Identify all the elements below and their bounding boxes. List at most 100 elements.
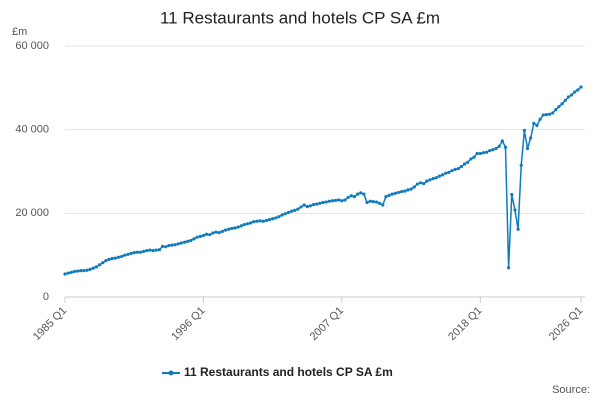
x-tick-label: 2026 Q1 bbox=[547, 305, 585, 343]
point bbox=[283, 212, 287, 216]
point bbox=[481, 151, 486, 155]
line bbox=[64, 86, 582, 275]
point bbox=[110, 256, 114, 261]
point bbox=[418, 181, 423, 185]
point bbox=[431, 177, 435, 181]
point bbox=[544, 113, 548, 117]
point bbox=[72, 269, 77, 274]
point bbox=[494, 146, 498, 151]
point bbox=[264, 218, 268, 223]
point bbox=[308, 204, 313, 208]
point bbox=[362, 192, 366, 196]
point bbox=[566, 95, 571, 99]
point bbox=[374, 200, 379, 204]
point bbox=[503, 145, 508, 149]
point bbox=[195, 235, 199, 239]
point bbox=[462, 162, 467, 166]
point bbox=[406, 188, 410, 192]
point bbox=[318, 201, 322, 205]
point bbox=[271, 217, 275, 221]
point bbox=[437, 174, 442, 178]
point bbox=[453, 167, 457, 172]
point bbox=[500, 139, 504, 143]
y-tick-label: 0 bbox=[43, 291, 49, 303]
x-tick-label: 1985 Q1 bbox=[31, 305, 69, 343]
point bbox=[440, 173, 445, 177]
point bbox=[88, 267, 92, 271]
point bbox=[66, 271, 70, 275]
y-tick-label: 20 000 bbox=[15, 207, 49, 219]
point bbox=[447, 170, 451, 174]
point bbox=[258, 219, 262, 223]
point bbox=[513, 208, 517, 212]
point bbox=[412, 185, 416, 189]
point bbox=[315, 202, 319, 206]
point bbox=[343, 198, 347, 202]
point bbox=[233, 226, 237, 230]
point bbox=[151, 248, 155, 253]
point bbox=[516, 227, 520, 231]
point bbox=[255, 219, 259, 223]
x-tick-label: 1996 Q1 bbox=[169, 305, 207, 343]
point bbox=[274, 216, 278, 220]
point bbox=[239, 224, 243, 228]
point bbox=[393, 191, 397, 195]
point bbox=[330, 199, 335, 203]
point bbox=[551, 111, 555, 115]
point bbox=[434, 176, 438, 180]
point bbox=[532, 121, 536, 125]
point bbox=[428, 178, 432, 182]
point bbox=[475, 151, 479, 156]
point bbox=[409, 187, 413, 191]
point bbox=[324, 200, 328, 204]
point bbox=[63, 272, 67, 276]
point bbox=[450, 169, 454, 173]
point bbox=[164, 245, 168, 249]
point bbox=[157, 248, 161, 252]
point bbox=[286, 210, 290, 215]
point bbox=[356, 192, 360, 196]
point bbox=[267, 218, 272, 222]
point bbox=[208, 233, 212, 237]
point bbox=[223, 228, 228, 232]
point bbox=[400, 189, 404, 194]
point bbox=[529, 136, 533, 140]
point bbox=[415, 182, 419, 186]
point bbox=[459, 164, 464, 169]
point bbox=[466, 160, 470, 164]
point bbox=[230, 226, 234, 230]
point bbox=[204, 232, 209, 236]
y-tick-label: 40 000 bbox=[15, 124, 49, 136]
point bbox=[403, 189, 407, 193]
source: Source: bbox=[552, 384, 590, 396]
point bbox=[337, 198, 341, 202]
point bbox=[563, 98, 567, 102]
point bbox=[485, 150, 489, 154]
point bbox=[189, 238, 193, 243]
point bbox=[378, 201, 382, 205]
point bbox=[444, 171, 448, 175]
point bbox=[214, 230, 218, 234]
point bbox=[321, 200, 325, 205]
point bbox=[173, 243, 177, 247]
point bbox=[132, 251, 136, 255]
point bbox=[120, 254, 124, 259]
point bbox=[85, 268, 89, 272]
point bbox=[179, 241, 184, 245]
legend-marker bbox=[168, 370, 174, 376]
point bbox=[557, 105, 561, 109]
point bbox=[469, 157, 473, 161]
point bbox=[277, 215, 281, 219]
point bbox=[390, 192, 394, 196]
point bbox=[104, 259, 108, 263]
point bbox=[217, 230, 221, 235]
point bbox=[352, 195, 357, 199]
point bbox=[186, 239, 190, 243]
point bbox=[160, 244, 165, 248]
point bbox=[547, 112, 552, 116]
point bbox=[101, 261, 105, 265]
point bbox=[384, 195, 388, 199]
point bbox=[98, 263, 102, 267]
point bbox=[252, 220, 256, 224]
